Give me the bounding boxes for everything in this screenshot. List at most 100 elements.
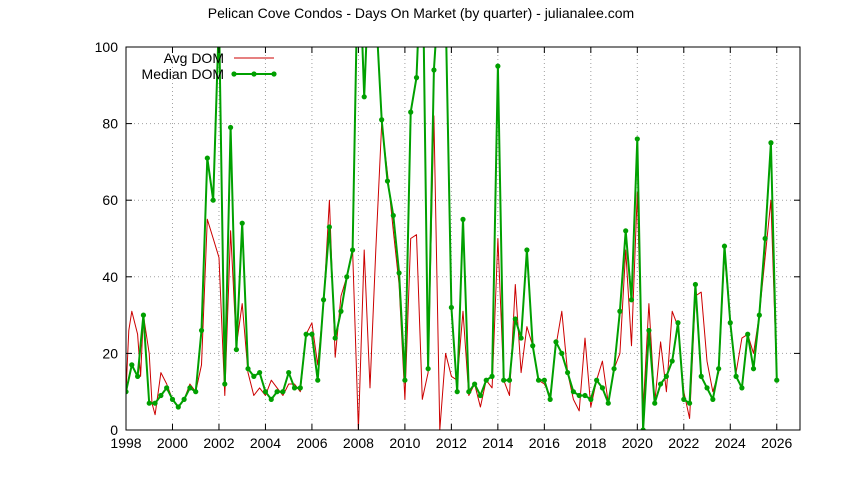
median-dom-point xyxy=(454,389,460,395)
x-tick-label: 2024 xyxy=(715,435,746,451)
median-dom-point xyxy=(721,243,728,249)
x-tick-label: 2008 xyxy=(343,435,374,451)
median-dom-point xyxy=(227,124,234,131)
median-dom-point xyxy=(286,369,292,376)
median-dom-point xyxy=(309,331,315,337)
y-tick-label: 20 xyxy=(102,345,118,361)
median-dom-point xyxy=(675,320,681,326)
median-dom-point xyxy=(140,312,147,318)
median-dom-point xyxy=(640,427,646,430)
median-dom-point xyxy=(518,335,524,341)
median-dom-point xyxy=(576,392,582,399)
median-dom-point xyxy=(628,297,635,303)
median-dom-point xyxy=(187,385,193,391)
x-tick-label: 1998 xyxy=(110,435,141,451)
median-dom-point xyxy=(501,377,507,383)
median-dom-point xyxy=(146,400,152,406)
median-dom-point xyxy=(472,381,478,387)
y-tick-label: 60 xyxy=(102,192,118,208)
x-tick-label: 2010 xyxy=(389,435,420,451)
x-tick-label: 2006 xyxy=(296,435,327,451)
median-dom-point xyxy=(408,109,414,115)
median-dom-point xyxy=(547,396,553,402)
median-dom-point xyxy=(251,373,257,379)
median-dom-point xyxy=(594,377,600,383)
median-dom-point xyxy=(169,396,176,402)
median-dom-point xyxy=(483,377,489,383)
median-dom-point xyxy=(716,366,722,372)
median-dom-point xyxy=(291,385,298,391)
median-dom-point xyxy=(384,178,391,184)
median-dom-point xyxy=(657,381,664,387)
median-dom-point xyxy=(733,373,739,379)
median-dom-point xyxy=(623,228,629,234)
median-dom-point xyxy=(204,155,210,161)
median-dom-point xyxy=(495,63,501,69)
median-dom-point xyxy=(582,392,588,399)
x-tick-label: 2004 xyxy=(250,435,281,451)
median-dom-point xyxy=(297,385,303,391)
median-dom-point xyxy=(611,366,617,372)
series-layer xyxy=(126,47,780,430)
median-dom-point xyxy=(175,404,181,410)
median-dom-point xyxy=(198,327,205,334)
median-dom-point xyxy=(262,389,269,395)
median-dom-point xyxy=(698,373,704,379)
median-dom-point xyxy=(135,373,141,379)
median-dom-point xyxy=(477,392,484,399)
median-dom-point xyxy=(512,316,518,322)
median-dom-point xyxy=(379,117,385,123)
median-dom-point xyxy=(692,281,699,288)
median-dom-point xyxy=(332,335,338,341)
median-dom-point xyxy=(739,385,745,391)
median-dom-point xyxy=(756,312,762,318)
median-dom-point xyxy=(425,366,431,372)
median-dom-point xyxy=(268,396,274,402)
avg-dom-line xyxy=(126,115,778,430)
legend-marker xyxy=(231,71,237,77)
median-dom-point xyxy=(617,308,623,314)
median-dom-point xyxy=(181,396,187,402)
median-dom-point xyxy=(652,400,658,406)
median-dom-point xyxy=(280,389,286,395)
median-dom-point xyxy=(402,377,408,383)
x-tick-label: 2016 xyxy=(529,435,560,451)
median-dom-point xyxy=(669,358,675,364)
median-dom-point xyxy=(448,304,454,311)
median-dom-point xyxy=(320,297,327,303)
plot-border xyxy=(125,46,801,431)
median-dom-point xyxy=(663,373,669,379)
x-tick-label: 2022 xyxy=(668,435,699,451)
median-dom-point xyxy=(466,389,472,395)
y-tick-label: 80 xyxy=(102,116,118,132)
median-dom-point xyxy=(303,331,309,337)
median-dom-point xyxy=(541,377,547,383)
median-dom-point xyxy=(750,366,757,372)
legend-marker xyxy=(271,71,277,77)
median-dom-point xyxy=(681,396,687,402)
legend-label: Avg DOM xyxy=(164,50,224,66)
median-dom-point xyxy=(588,396,594,402)
y-tick-label: 100 xyxy=(95,39,119,55)
median-dom-point xyxy=(326,224,332,230)
median-dom-point xyxy=(530,343,536,349)
median-dom-point xyxy=(245,366,251,372)
median-dom-point xyxy=(564,369,571,376)
median-dom-point xyxy=(646,327,652,334)
median-dom-point xyxy=(774,377,780,383)
median-dom-point xyxy=(506,377,513,383)
x-tick-label: 2002 xyxy=(203,435,234,451)
median-dom-point xyxy=(361,94,367,100)
median-dom-point xyxy=(727,320,733,326)
x-tick-label: 2014 xyxy=(482,435,513,451)
median-dom-point xyxy=(396,270,402,276)
median-dom-point xyxy=(222,381,228,387)
median-dom-point xyxy=(599,385,606,391)
x-tick-label: 2018 xyxy=(575,435,606,451)
median-dom-point xyxy=(553,339,559,345)
median-dom-point xyxy=(413,75,420,81)
median-dom-point xyxy=(762,235,768,242)
legend-label: Median DOM xyxy=(142,66,224,82)
